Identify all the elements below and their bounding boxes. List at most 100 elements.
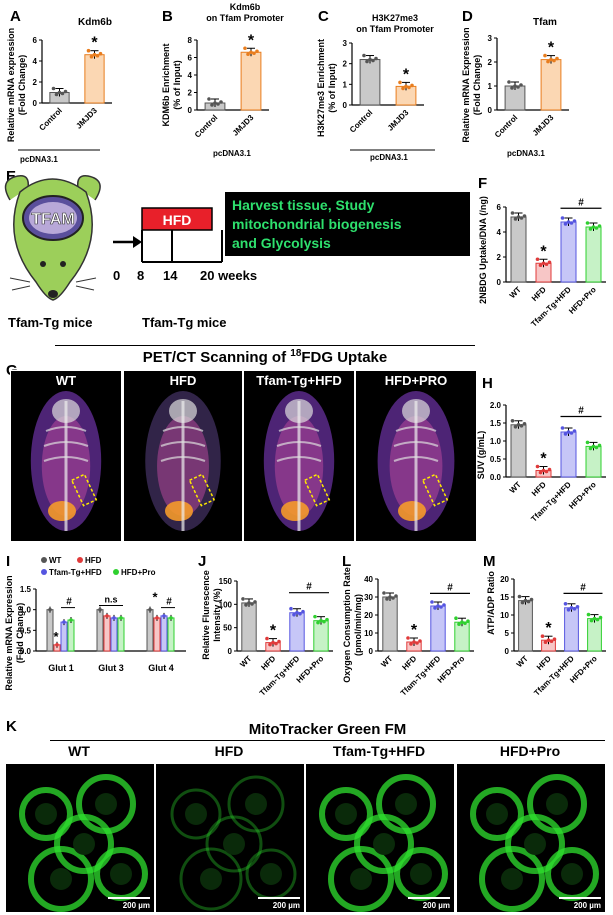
data-point xyxy=(388,595,392,599)
legend-label: HFD xyxy=(85,556,102,565)
data-point xyxy=(563,602,568,606)
panel-letter-d: D xyxy=(462,8,473,25)
x-tick-label: Glut 3 xyxy=(98,663,124,673)
x-tick-label: WT xyxy=(515,654,530,669)
y-tick-label: 15 xyxy=(500,593,509,602)
y-tick-label: 100 xyxy=(219,600,233,609)
panel-letter-j: J xyxy=(198,553,207,570)
legend-marker xyxy=(41,557,47,563)
data-point xyxy=(547,467,552,472)
data-point xyxy=(519,424,524,428)
data-point xyxy=(569,431,574,435)
data-point xyxy=(597,224,602,228)
significance-star: * xyxy=(403,66,410,83)
x-tick-label: Glut 1 xyxy=(48,663,74,673)
panel-a-ylabel1: Relative mRNA expression xyxy=(6,28,16,142)
bar xyxy=(430,605,446,652)
bar xyxy=(117,617,125,652)
legend-label: HFD+Pro xyxy=(121,568,156,577)
data-point xyxy=(371,58,375,63)
bar xyxy=(60,621,68,652)
panel-d-ylabel2: (Fold Change) xyxy=(472,55,482,116)
data-point xyxy=(541,261,546,266)
data-point xyxy=(510,419,515,423)
data-point xyxy=(119,616,123,620)
data-point xyxy=(538,263,543,268)
data-point xyxy=(592,616,597,621)
y-tick-label: 1 xyxy=(488,82,493,91)
panel-a-chart: Kdm6b Relative mRNA expression (Fold Cha… xyxy=(6,17,112,164)
panel-c-title2: on Tfam Promoter xyxy=(356,24,434,34)
panel-g-heading-text2: FDG Uptake xyxy=(301,349,388,366)
data-point xyxy=(246,52,250,57)
panel-d-chart: Tfam Relative mRNA Expression (Fold Chan… xyxy=(461,17,569,158)
data-point xyxy=(439,605,443,609)
data-point xyxy=(585,440,590,445)
panel-b-title1: Kdm6b xyxy=(230,2,261,12)
bar xyxy=(240,51,262,111)
scale-bar-label: 200 µm xyxy=(272,901,300,910)
data-point xyxy=(591,444,596,449)
y-tick-label: 2 xyxy=(188,89,193,98)
y-tick-label: 0.5 xyxy=(490,455,502,464)
data-point xyxy=(546,638,551,642)
data-point xyxy=(566,220,571,224)
data-point xyxy=(598,615,603,620)
panel-j-chart: Relative Flurescence Intensity (%) 0 50 10… xyxy=(201,570,333,698)
data-point xyxy=(552,58,556,63)
x-tick-label: HFD xyxy=(530,480,548,498)
data-point xyxy=(374,56,378,61)
bar xyxy=(146,609,154,652)
data-point xyxy=(69,618,73,622)
data-point xyxy=(546,59,550,64)
scale-bar-label: 200 µm xyxy=(422,901,450,910)
banner-line-3: and Glycolysis xyxy=(232,235,331,251)
data-point xyxy=(268,642,272,647)
data-point xyxy=(241,597,245,601)
hfd-box-label: HFD xyxy=(163,212,192,228)
hash-mark: # xyxy=(580,582,586,593)
y-tick-label: 0.0 xyxy=(490,473,502,482)
data-point xyxy=(566,608,571,612)
pet-ct-label: HFD+PRO xyxy=(384,373,448,388)
data-point xyxy=(155,616,159,620)
y-tick-label: 0.5 xyxy=(20,626,32,635)
panel-g-heading: PET/CT Scanning of 18FDG Uptake xyxy=(55,345,475,366)
panel-d-title: Tfam xyxy=(533,17,557,28)
data-point xyxy=(216,102,220,106)
y-tick-label: 10 xyxy=(364,629,373,638)
data-point xyxy=(368,57,372,62)
legend-marker xyxy=(41,569,47,575)
x-tick-label: Control xyxy=(37,106,63,132)
x-tick-label: HFD+Pro xyxy=(567,285,598,316)
significance-star: * xyxy=(548,40,555,57)
y-tick-label: 4 xyxy=(188,71,193,80)
data-point xyxy=(519,216,524,220)
data-point xyxy=(516,85,520,89)
data-point xyxy=(57,90,62,95)
data-point xyxy=(292,612,296,617)
data-point xyxy=(409,642,413,646)
data-point xyxy=(555,56,559,61)
data-point xyxy=(507,80,511,84)
y-tick-label: 0 xyxy=(497,278,502,287)
x-tick-label: WT xyxy=(238,654,253,669)
y-tick-label: 0 xyxy=(369,647,374,656)
y-tick-label: 2.0 xyxy=(490,401,502,410)
x-tick-label: JMJD3 xyxy=(231,113,256,138)
panel-i-ylabel1: Relative mRNA Expression xyxy=(4,575,14,690)
hash-mark: # xyxy=(578,406,584,417)
pet-ct-image: Tfam-Tg+HFD xyxy=(243,370,355,542)
data-point xyxy=(301,609,305,614)
data-point xyxy=(289,606,293,611)
data-point xyxy=(541,468,546,473)
x-tick-label: WT xyxy=(379,654,394,669)
data-point xyxy=(543,640,548,644)
bar xyxy=(510,424,527,478)
hash-mark: # xyxy=(447,582,453,593)
panel-e-schematic: TFAM Tfam-Tg mice HFD 0 8 14 20 weeks Tf… xyxy=(4,175,470,330)
data-point xyxy=(433,606,437,610)
y-tick-label: 2 xyxy=(343,60,348,69)
data-point xyxy=(544,262,549,267)
